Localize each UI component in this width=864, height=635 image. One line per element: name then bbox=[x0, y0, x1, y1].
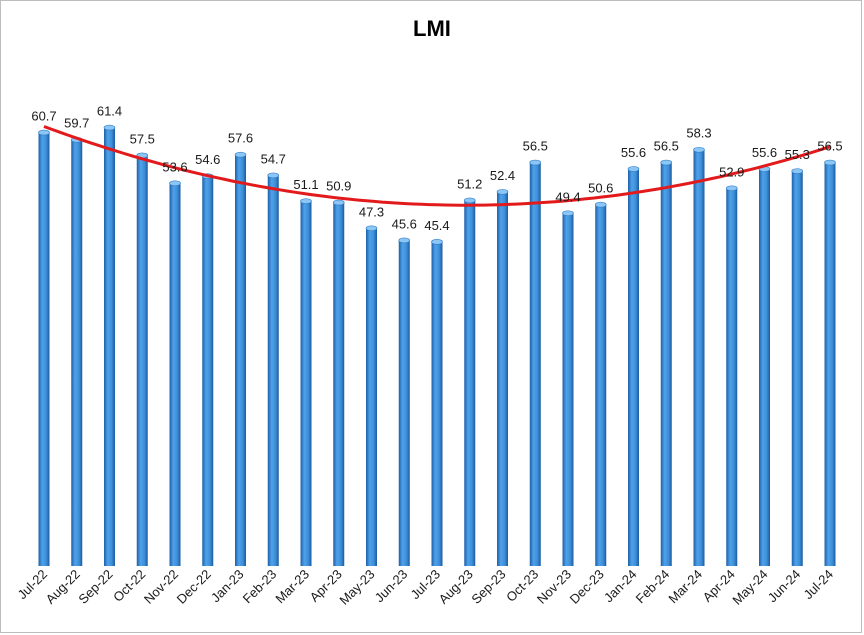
bar-Apr-23 bbox=[333, 202, 345, 566]
data-label-Oct-22: 57.5 bbox=[130, 131, 155, 146]
bar-Jul-24 bbox=[824, 162, 836, 566]
bar-cap-Jan-24 bbox=[627, 166, 640, 172]
data-label-Dec-23: 50.6 bbox=[588, 181, 613, 196]
bar-cap-Jul-23 bbox=[431, 239, 443, 245]
data-label-Mar-23: 51.1 bbox=[293, 177, 318, 192]
bar-cap-Aug-23 bbox=[463, 197, 476, 204]
data-label-Dec-22: 54.6 bbox=[195, 152, 220, 167]
data-label-Nov-23: 49.4 bbox=[555, 189, 580, 204]
x-tick-Jun-23: Jun-23 bbox=[372, 567, 411, 606]
x-tick-Aug-22: Aug-22 bbox=[43, 567, 83, 607]
chart-title: LMI bbox=[413, 16, 451, 41]
x-tick-Jun-24: Jun-24 bbox=[765, 567, 804, 606]
bar-cap-Apr-23 bbox=[332, 199, 345, 206]
x-tick-Dec-23: Dec-23 bbox=[567, 567, 607, 607]
x-tick-May-23: May-23 bbox=[336, 567, 377, 608]
bar-Jun-23 bbox=[398, 240, 410, 566]
bar-Jul-23 bbox=[431, 241, 443, 566]
data-label-Apr-24: 52.9 bbox=[719, 164, 744, 179]
bar-Feb-23 bbox=[267, 175, 279, 566]
bar-Sep-22 bbox=[104, 127, 115, 566]
data-label-Jul-23: 45.4 bbox=[424, 218, 449, 233]
bar-Jan-24 bbox=[628, 169, 639, 567]
x-tick-Feb-24: Feb-24 bbox=[633, 567, 673, 607]
bar-Oct-23 bbox=[529, 162, 541, 566]
data-label-Feb-24: 56.5 bbox=[654, 139, 679, 154]
bar-cap-Jun-23 bbox=[398, 237, 411, 244]
bar-Jun-24 bbox=[791, 171, 803, 566]
bar-cap-Nov-23 bbox=[562, 210, 574, 217]
bar-Mar-24 bbox=[693, 149, 705, 566]
data-label-Jan-23: 57.6 bbox=[228, 131, 253, 146]
bar-Nov-23 bbox=[562, 213, 574, 566]
data-label-Feb-23: 54.7 bbox=[261, 151, 286, 166]
data-label-Sep-23: 52.4 bbox=[490, 168, 515, 183]
x-tick-Sep-22: Sep-22 bbox=[75, 567, 115, 607]
x-tick-Dec-22: Dec-22 bbox=[174, 567, 214, 607]
bar-Nov-22 bbox=[169, 183, 181, 566]
data-label-Sep-22: 61.4 bbox=[97, 104, 122, 119]
data-label-Mar-24: 58.3 bbox=[686, 126, 711, 141]
bar-Jul-22 bbox=[38, 132, 50, 567]
trendline bbox=[43, 125, 831, 207]
x-tick-Nov-23: Nov-23 bbox=[534, 567, 574, 607]
bar-cap-Nov-22 bbox=[169, 180, 181, 187]
bar-Apr-24 bbox=[726, 188, 738, 566]
bar-cap-Mar-23 bbox=[300, 198, 312, 204]
bar-cap-May-23 bbox=[365, 225, 378, 232]
x-tick-Jan-23: Jan-23 bbox=[208, 567, 247, 606]
x-tick-Nov-22: Nov-22 bbox=[141, 567, 181, 607]
data-label-Nov-22: 53.6 bbox=[162, 159, 187, 174]
bar-May-24 bbox=[759, 169, 770, 567]
data-label-Jun-24: 55.3 bbox=[785, 147, 810, 162]
bar-cap-Dec-23 bbox=[594, 201, 607, 208]
bar-Feb-24 bbox=[660, 162, 672, 566]
x-tick-Sep-23: Sep-23 bbox=[468, 567, 508, 607]
data-label-Aug-22: 59.7 bbox=[64, 116, 89, 131]
x-tick-May-24: May-24 bbox=[729, 567, 770, 608]
bar-cap-Oct-23 bbox=[529, 159, 542, 166]
bar-Dec-23 bbox=[595, 204, 607, 566]
data-label-May-24: 55.6 bbox=[752, 145, 777, 160]
data-label-Jan-24: 55.6 bbox=[621, 145, 646, 160]
bar-Aug-23 bbox=[464, 200, 476, 566]
bar-Oct-22 bbox=[136, 155, 148, 566]
bar-Jan-23 bbox=[235, 154, 246, 566]
data-label-Apr-23: 50.9 bbox=[326, 179, 351, 194]
bar-May-23 bbox=[366, 228, 377, 566]
x-tick-Jan-24: Jan-24 bbox=[601, 567, 640, 606]
bar-cap-Sep-22 bbox=[103, 124, 116, 131]
x-tick-Feb-23: Feb-23 bbox=[240, 567, 280, 607]
bar-cap-Sep-23 bbox=[496, 189, 509, 195]
data-label-Oct-23: 56.5 bbox=[523, 139, 548, 154]
bar-Dec-22 bbox=[202, 176, 214, 566]
data-label-Jun-23: 45.6 bbox=[392, 216, 417, 231]
bar-cap-Jun-24 bbox=[791, 168, 804, 174]
bar-cap-Feb-23 bbox=[267, 172, 280, 179]
bar-cap-Jul-22 bbox=[38, 129, 50, 136]
bar-Mar-23 bbox=[300, 201, 312, 566]
bar-cap-Feb-24 bbox=[660, 159, 673, 166]
bar-Aug-22 bbox=[71, 139, 83, 566]
data-label-May-23: 47.3 bbox=[359, 204, 384, 219]
x-tick-Aug-23: Aug-23 bbox=[436, 567, 476, 607]
bar-cap-Jul-24 bbox=[824, 159, 836, 166]
data-label-Jul-22: 60.7 bbox=[31, 109, 56, 124]
data-label-Jul-24: 56.5 bbox=[817, 139, 842, 154]
bar-cap-Jan-23 bbox=[234, 151, 247, 158]
x-tick-Jul-24: Jul-24 bbox=[800, 567, 836, 603]
bar-cap-Mar-24 bbox=[693, 146, 705, 153]
data-label-Aug-23: 51.2 bbox=[457, 176, 482, 191]
x-tick-Mar-23: Mar-23 bbox=[272, 567, 312, 607]
x-tick-Mar-24: Mar-24 bbox=[665, 567, 705, 607]
bar-cap-Apr-24 bbox=[725, 185, 738, 192]
bar-Sep-23 bbox=[497, 191, 508, 566]
